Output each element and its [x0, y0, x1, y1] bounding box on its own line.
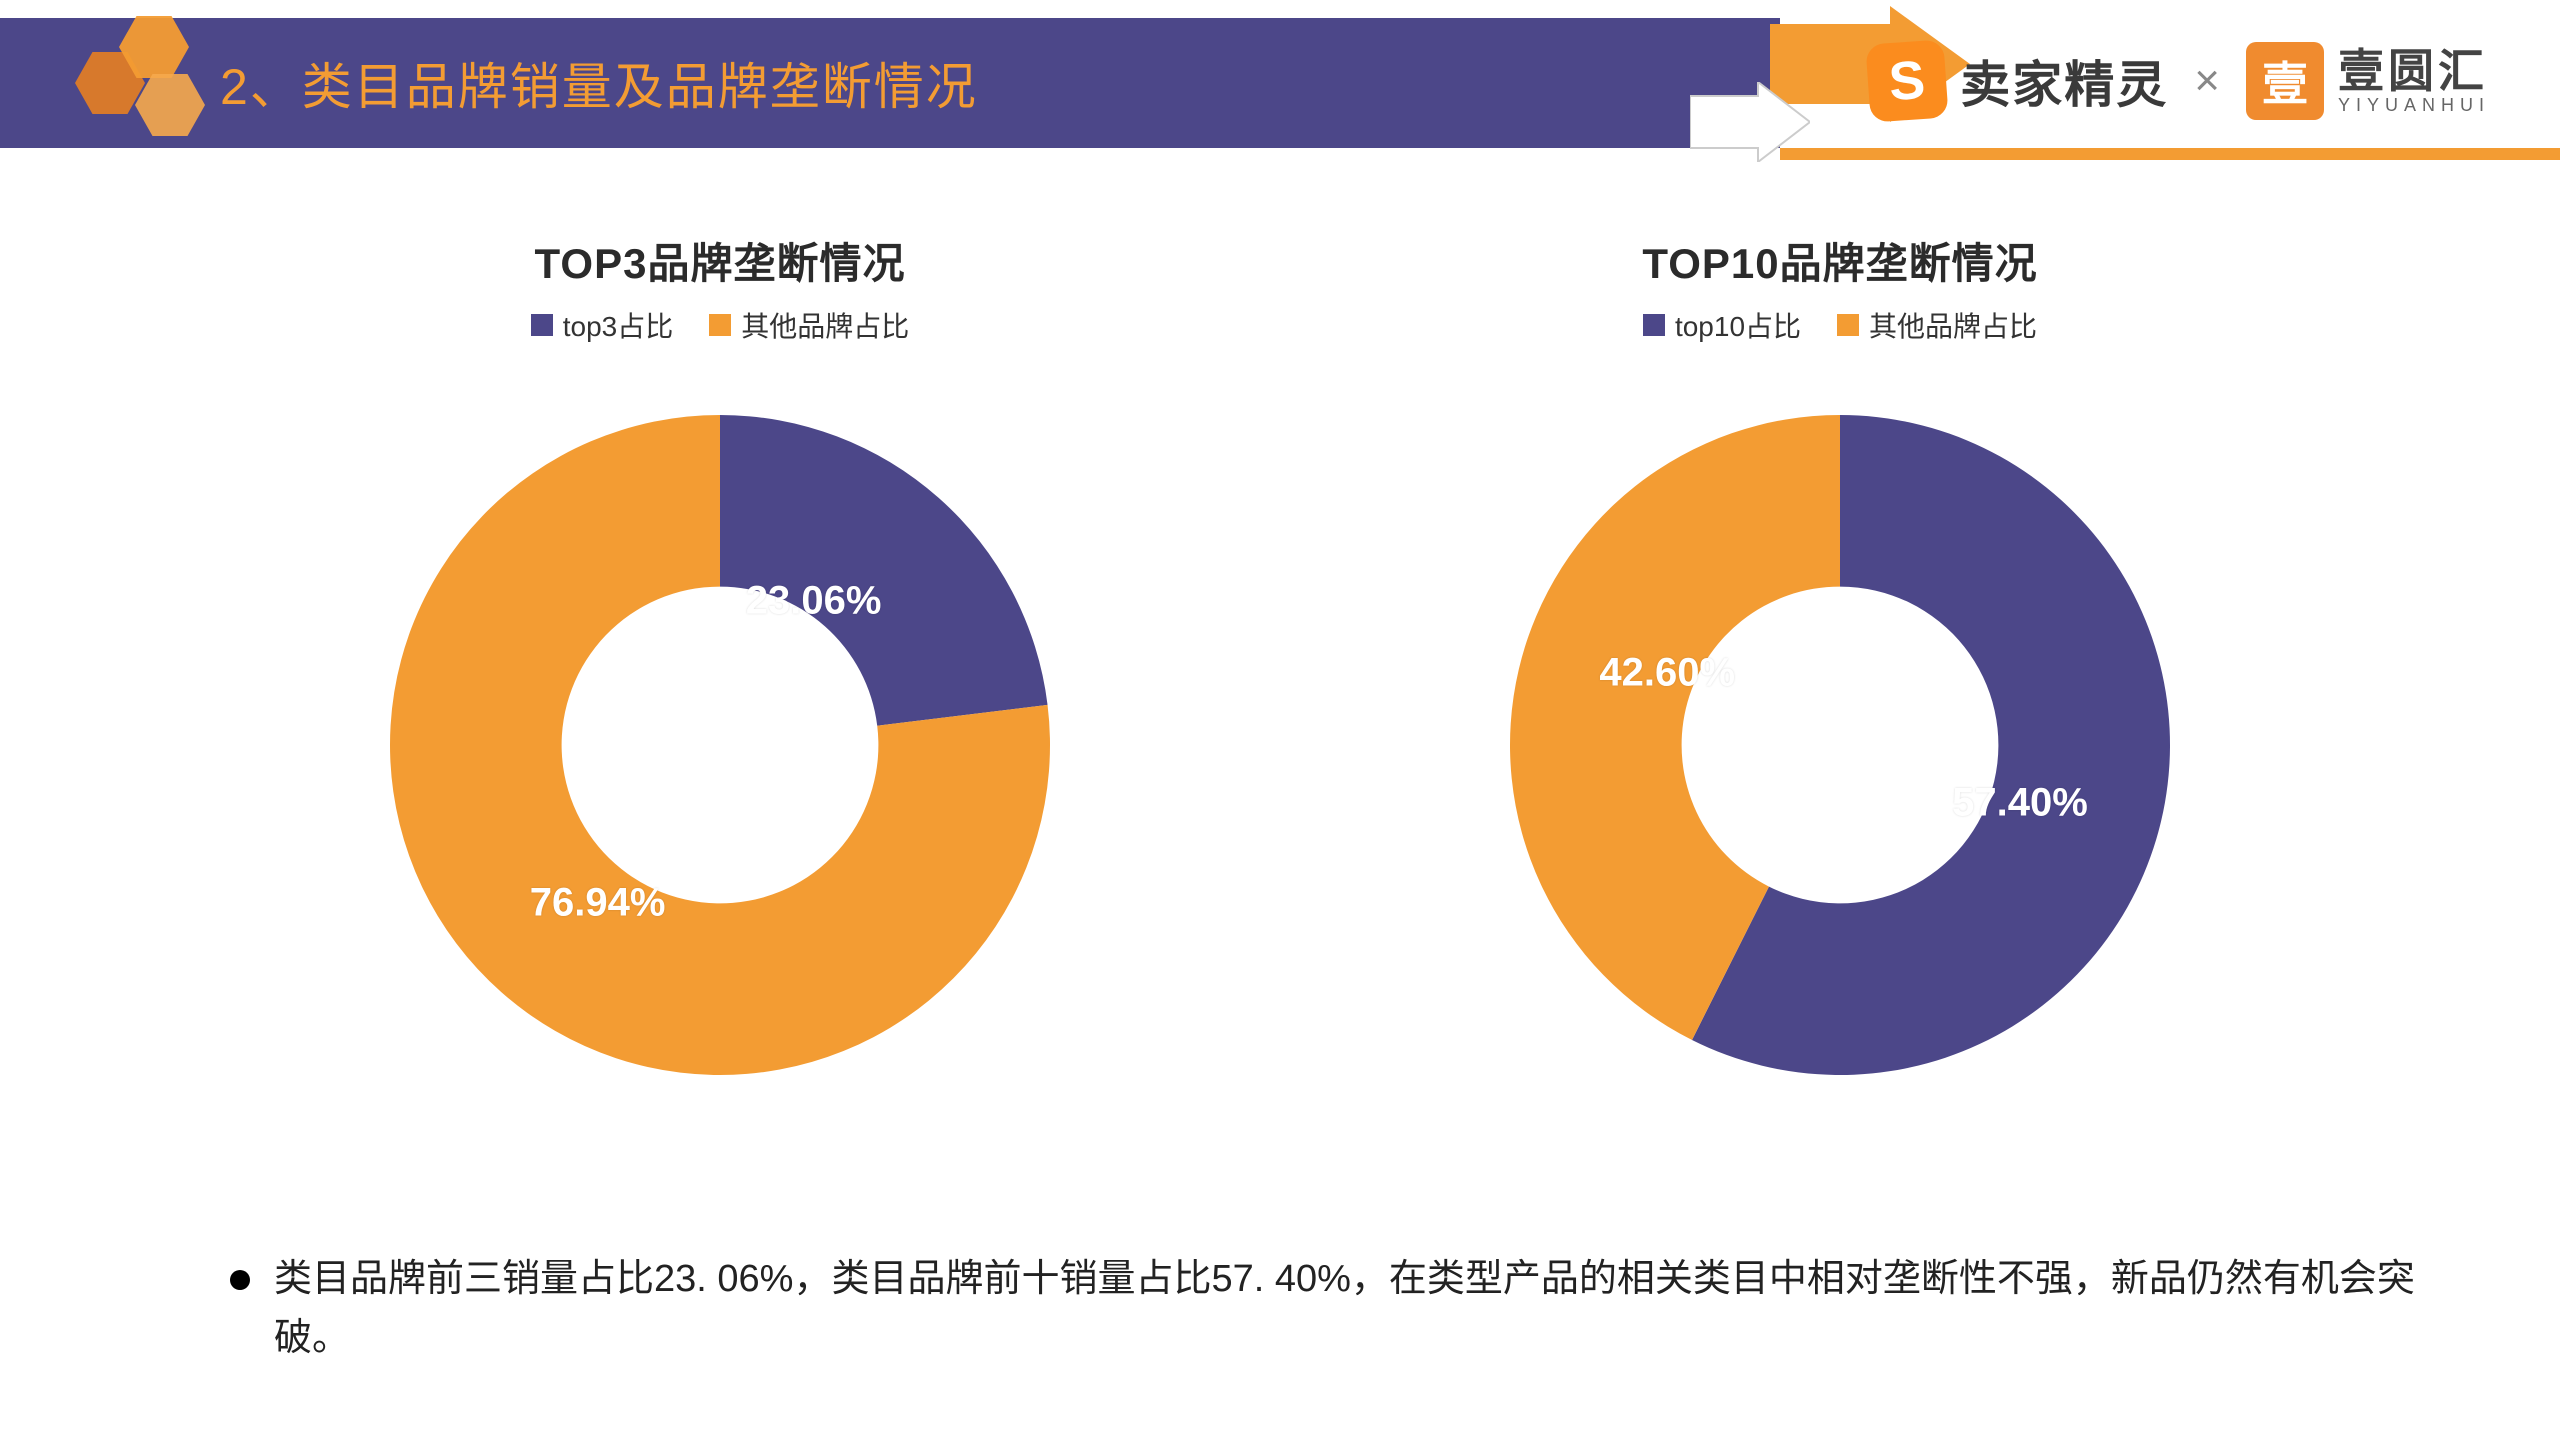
- legend-swatch-icon: [531, 314, 553, 336]
- header-bar: 2、类目品牌销量及品牌垄断情况: [0, 18, 1780, 148]
- legend-swatch-icon: [709, 314, 731, 336]
- slice-value-label: 23.06%: [746, 579, 882, 624]
- chart-legend: top10占比 其他品牌占比: [1643, 305, 2037, 345]
- logo-subtext: YiYUANHUI: [2338, 96, 2490, 115]
- logo-yiyuanhui: 壹 壹圆汇 YiYUANHUI: [2246, 42, 2490, 120]
- logo-sellersprite: S 卖家精灵: [1868, 42, 2168, 120]
- chart-title: TOP3品牌垄断情况: [535, 230, 906, 291]
- bullet-icon: [230, 1270, 250, 1290]
- legend-label: top10占比: [1675, 305, 1801, 345]
- donut-slice: [720, 415, 1048, 726]
- slice-value-label: 57.40%: [1952, 780, 2088, 825]
- header-underline: [1780, 148, 2560, 160]
- donut-chart: 57.40% 42.60%: [1480, 385, 2200, 1105]
- legend-label: 其他品牌占比: [741, 305, 909, 345]
- logo-separator: ×: [2194, 56, 2220, 106]
- logo-text: 壹圆汇: [2338, 47, 2490, 95]
- legend-swatch-icon: [1837, 314, 1859, 336]
- chart-top3: TOP3品牌垄断情况 top3占比 其他品牌占比 23.06% 76.94%: [310, 230, 1130, 1105]
- page-title: 2、类目品牌销量及品牌垄断情况: [220, 47, 978, 119]
- legend-item: 其他品牌占比: [1837, 305, 2037, 345]
- logo-text: 卖家精灵: [1960, 45, 2168, 117]
- slice-value-label: 76.94%: [530, 881, 666, 926]
- slice-value-label: 42.60%: [1599, 651, 1735, 696]
- logo-mark-icon: S: [1866, 39, 1949, 122]
- legend-item: top10占比: [1643, 305, 1801, 345]
- chart-title: TOP10品牌垄断情况: [1642, 230, 2037, 291]
- legend-swatch-icon: [1643, 314, 1665, 336]
- legend-item: top3占比: [531, 305, 674, 345]
- logo-mark-icon: 壹: [2246, 42, 2324, 120]
- chart-top10: TOP10品牌垄断情况 top10占比 其他品牌占比 57.40% 42.60%: [1430, 230, 2250, 1105]
- hex-icon: [135, 74, 205, 136]
- charts-row: TOP3品牌垄断情况 top3占比 其他品牌占比 23.06% 76.94% TOP10…: [0, 230, 2560, 1105]
- summary-text: 类目品牌前三销量占比23. 06%，类目品牌前十销量占比57. 40%，在类型产…: [274, 1250, 2440, 1368]
- summary-bullet: 类目品牌前三销量占比23. 06%，类目品牌前十销量占比57. 40%，在类型产…: [230, 1250, 2440, 1368]
- logo-block: S 卖家精灵 × 壹 壹圆汇 YiYUANHUI: [1868, 26, 2490, 136]
- legend-label: 其他品牌占比: [1869, 305, 2037, 345]
- legend-label: top3占比: [563, 305, 674, 345]
- chart-legend: top3占比 其他品牌占比: [531, 305, 910, 345]
- donut-chart: 23.06% 76.94%: [360, 385, 1080, 1105]
- legend-item: 其他品牌占比: [709, 305, 909, 345]
